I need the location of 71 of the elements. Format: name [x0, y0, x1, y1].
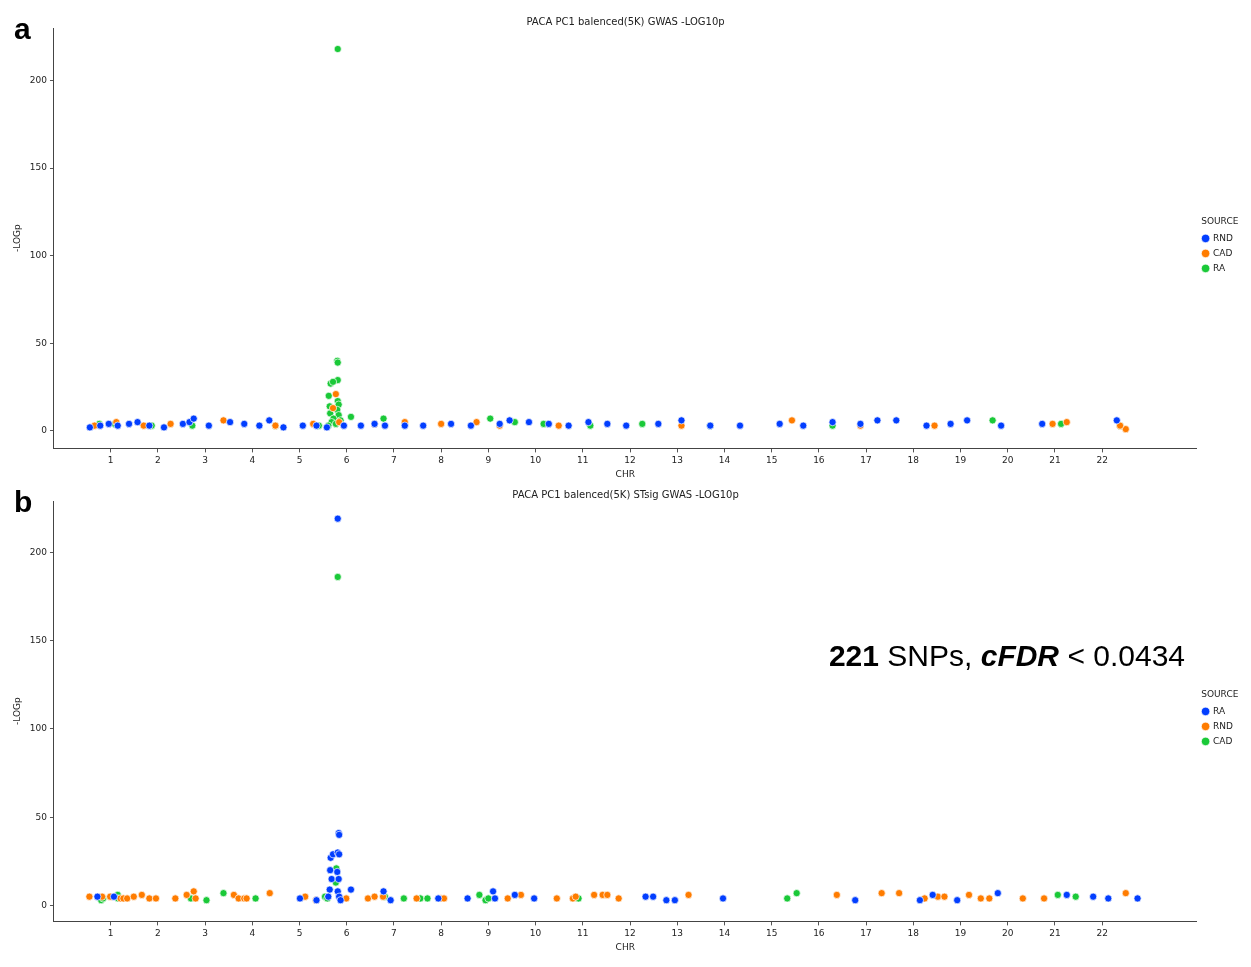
legend-label: RA: [1213, 705, 1226, 716]
y-tick-label: 200: [29, 546, 48, 557]
x-tick-label: 4: [249, 455, 256, 466]
x-tick-label: 21: [1049, 455, 1061, 466]
chart-title: PACA PC1 balenced(5K) STsig GWAS -LOG10p: [512, 488, 739, 500]
legend-title: SOURCE: [1201, 688, 1239, 699]
x-tick-label: 20: [1002, 455, 1014, 466]
x-tick-label: 3: [202, 928, 208, 939]
x-tick-label: 11: [577, 928, 589, 939]
x-tick-label: 4: [249, 928, 256, 939]
x-tick-label: 14: [718, 455, 731, 466]
x-tick-label: 18: [907, 928, 920, 939]
x-tick-label: 7: [391, 928, 397, 939]
x-tick-label: 22: [1096, 928, 1108, 939]
x-tick-label: 11: [577, 455, 589, 466]
y-tick-label: 100: [29, 723, 48, 734]
y-axis-title: -LOGp: [11, 224, 22, 253]
x-tick-label: 12: [624, 928, 636, 939]
x-tick-label: 15: [765, 928, 778, 939]
x-axis-title: CHR: [615, 468, 635, 479]
x-tick-label: 7: [391, 455, 397, 466]
x-tick-label: 20: [1002, 928, 1014, 939]
x-tick-label: 8: [438, 928, 445, 939]
x-tick-label: 16: [813, 928, 825, 939]
x-tick-label: 3: [202, 455, 208, 466]
y-axis-title: -LOGp: [11, 697, 22, 726]
x-tick-label: 19: [954, 455, 967, 466]
text: a: [14, 12, 31, 46]
x-tick-label: 12: [624, 455, 636, 466]
y-tick-label: 150: [29, 634, 48, 645]
x-tick-label: 2: [154, 928, 161, 939]
x-tick-label: 2: [154, 455, 161, 466]
legend-label: RND: [1213, 720, 1234, 731]
legend-label: CAD: [1213, 247, 1233, 258]
x-tick-label: 17: [860, 455, 872, 466]
y-tick-label: 100: [29, 250, 48, 261]
y-tick-label: 200: [29, 74, 48, 85]
y-tick-label: 50: [35, 811, 48, 822]
x-tick-label: 9: [485, 928, 492, 939]
y-tick-label: 50: [35, 337, 48, 348]
x-tick-label: 1: [107, 928, 114, 939]
x-tick-label: 17: [860, 928, 872, 939]
text: b: [14, 485, 33, 519]
x-tick-label: 9: [485, 455, 492, 466]
x-tick-label: 8: [438, 455, 445, 466]
x-tick-label: 22: [1096, 455, 1108, 466]
x-tick-label: 13: [671, 928, 683, 939]
legend-label: CAD: [1213, 735, 1233, 746]
x-axis-title: CHR: [615, 941, 635, 952]
x-tick-label: 5: [296, 928, 303, 939]
y-tick-label: 0: [41, 899, 48, 910]
x-tick-label: 10: [529, 928, 542, 939]
x-tick-label: 15: [765, 455, 778, 466]
x-tick-label: 6: [343, 928, 350, 939]
x-tick-label: 10: [529, 455, 542, 466]
x-tick-label: 13: [671, 455, 683, 466]
x-tick-label: 18: [907, 455, 920, 466]
x-tick-label: 21: [1049, 928, 1061, 939]
y-tick-label: 0: [41, 425, 48, 436]
x-tick-label: 1: [107, 455, 114, 466]
chart-title: PACA PC1 balenced(5K) GWAS -LOG10p: [526, 15, 725, 27]
x-tick-label: 14: [718, 928, 731, 939]
x-tick-label: 6: [343, 455, 350, 466]
legend-title: SOURCE: [1201, 215, 1239, 226]
x-tick-label: 19: [954, 928, 967, 939]
y-tick-label: 150: [29, 162, 48, 173]
x-tick-label: 5: [296, 455, 303, 466]
x-tick-label: 16: [813, 455, 825, 466]
annotation: 221 SNPs, cFDR < 0.0434: [828, 639, 1185, 672]
legend-label: RA: [1213, 262, 1226, 273]
legend-label: RND: [1213, 232, 1234, 243]
